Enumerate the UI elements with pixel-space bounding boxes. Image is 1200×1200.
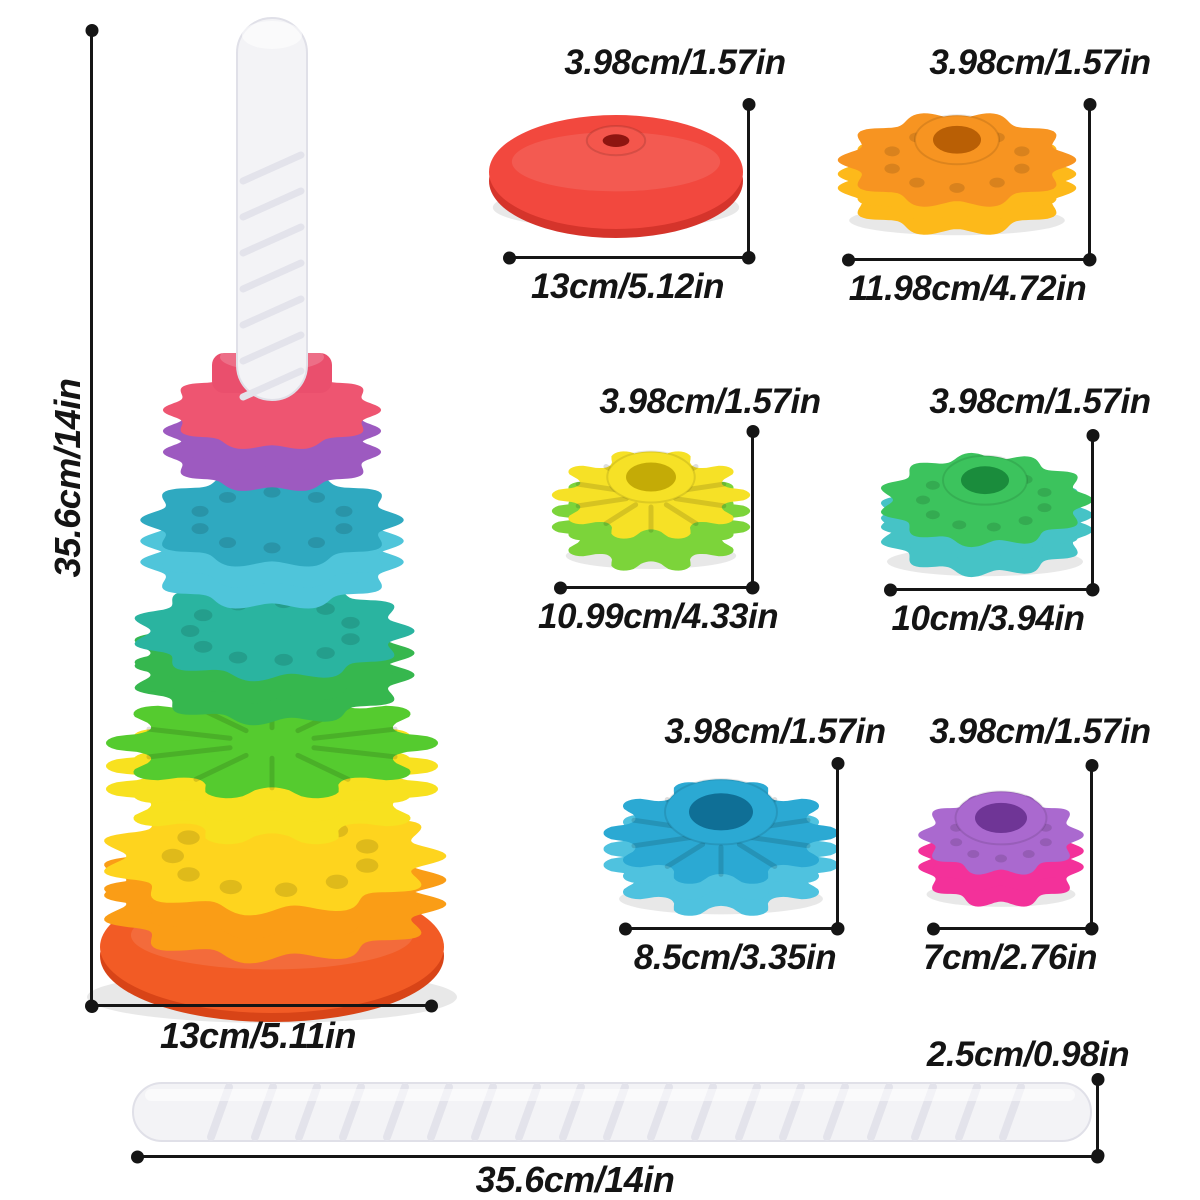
red-disc-height-label: 3.98cm/1.57in [564,43,786,82]
rod-length-label: 35.6cm/14in [475,1159,675,1200]
yellow-green-gear-height-dimension-line [751,431,754,588]
tower-height-dimension-line [90,30,93,1007]
orange-gear-height-dimension-line [1088,104,1091,260]
red-disc-height-dimension-line [747,104,750,258]
blue-gear-diameter-dimension-line [624,927,839,930]
purple-pink-gear-diameter-label: 7cm/2.76in [923,938,1098,977]
blue-gear-diameter-label: 8.5cm/3.35in [633,938,837,977]
orange-gear-diameter-dimension-line [847,258,1091,261]
tower-base-dimension-line [90,1004,433,1007]
purple-pink-gear-height-label: 3.98cm/1.57in [929,712,1151,751]
yellow-green-gear-height-label: 3.98cm/1.57in [599,382,821,421]
tower-image [87,17,457,1023]
tower-base-width-label: 13cm/5.11in [160,1015,356,1056]
purple-pink-gear-diameter-dimension-line [932,927,1093,930]
green-teal-gear-diameter-dimension-line [889,588,1094,591]
rod-length-dimension-line [136,1155,1099,1158]
rod-diameter-dimension-line [1096,1079,1099,1156]
blue-gear-image [603,778,839,916]
green-teal-gear-height-label: 3.98cm/1.57in [929,382,1151,421]
green-teal-gear-image [880,452,1093,578]
green-teal-gear-diameter-label: 10cm/3.94in [891,599,1085,638]
purple-pink-gear-image [918,790,1084,907]
blue-gear-height-dimension-line [836,763,839,929]
orange-gear-height-label: 3.98cm/1.57in [929,43,1151,82]
yellow-green-gear-diameter-dimension-line [559,586,754,589]
purple-pink-gear-height-dimension-line [1090,765,1093,929]
red-disc-image [489,115,743,238]
orange-gear-diameter-label: 11.98cm/4.72in [848,269,1087,308]
red-disc-diameter-dimension-line [508,256,750,259]
orange-gear-image [837,113,1077,236]
rod-diameter-label: 2.5cm/0.98in [926,1035,1130,1074]
green-teal-gear-height-dimension-line [1091,435,1094,590]
yellow-green-gear-diameter-label: 10.99cm/4.33in [538,597,779,636]
yellow-green-gear-image [551,450,751,571]
tower-height-label: 35.6cm/14in [47,378,88,578]
red-disc-diameter-label: 13cm/5.12in [531,267,724,306]
blue-gear-height-label: 3.98cm/1.57in [664,712,886,751]
spiral-rod-image [132,1082,1092,1142]
